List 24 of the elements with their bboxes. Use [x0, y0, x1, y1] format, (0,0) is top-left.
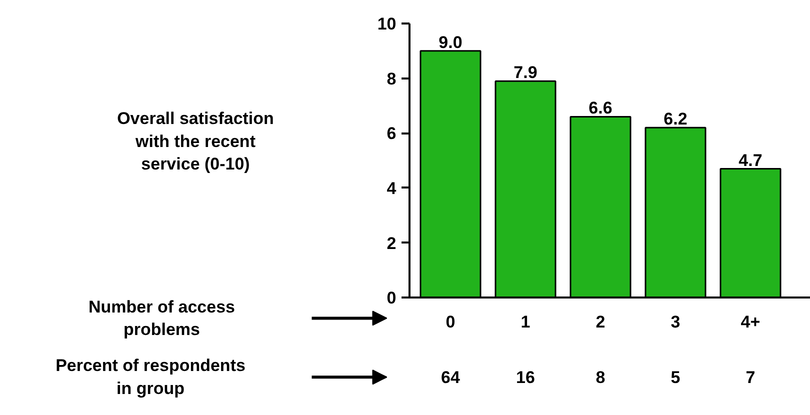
text: Percent of respondents in group	[56, 356, 246, 398]
y-tick-label: 10	[377, 14, 396, 34]
y-tick-label: 2	[386, 234, 396, 253]
data-label: 6.6	[588, 98, 612, 118]
text: 16	[516, 368, 535, 388]
text: 7	[746, 368, 756, 388]
data-label: 9.0	[438, 32, 462, 52]
y-tick-label: 6	[386, 124, 396, 144]
x-tick-label: 1	[520, 312, 530, 332]
x-tick-label: 0	[446, 312, 456, 332]
x-tick-label: 3	[670, 312, 680, 332]
data-label: 7.9	[514, 63, 538, 82]
y-tick-label: 4	[386, 178, 397, 198]
text: 5	[670, 368, 680, 388]
text: 64	[441, 368, 460, 388]
y-tick-label: 8	[386, 69, 396, 88]
data-label: 4.7	[738, 150, 762, 170]
text: 8	[596, 368, 606, 388]
x-tick-label: 4+	[740, 312, 760, 332]
data-label: 6.2	[664, 110, 688, 129]
x-tick-label: 2	[596, 312, 606, 332]
y-tick-label: 0	[386, 288, 396, 308]
text: Number of access problems	[88, 297, 235, 340]
text: Overall satisfaction with the recent service (0-10)	[117, 109, 274, 174]
